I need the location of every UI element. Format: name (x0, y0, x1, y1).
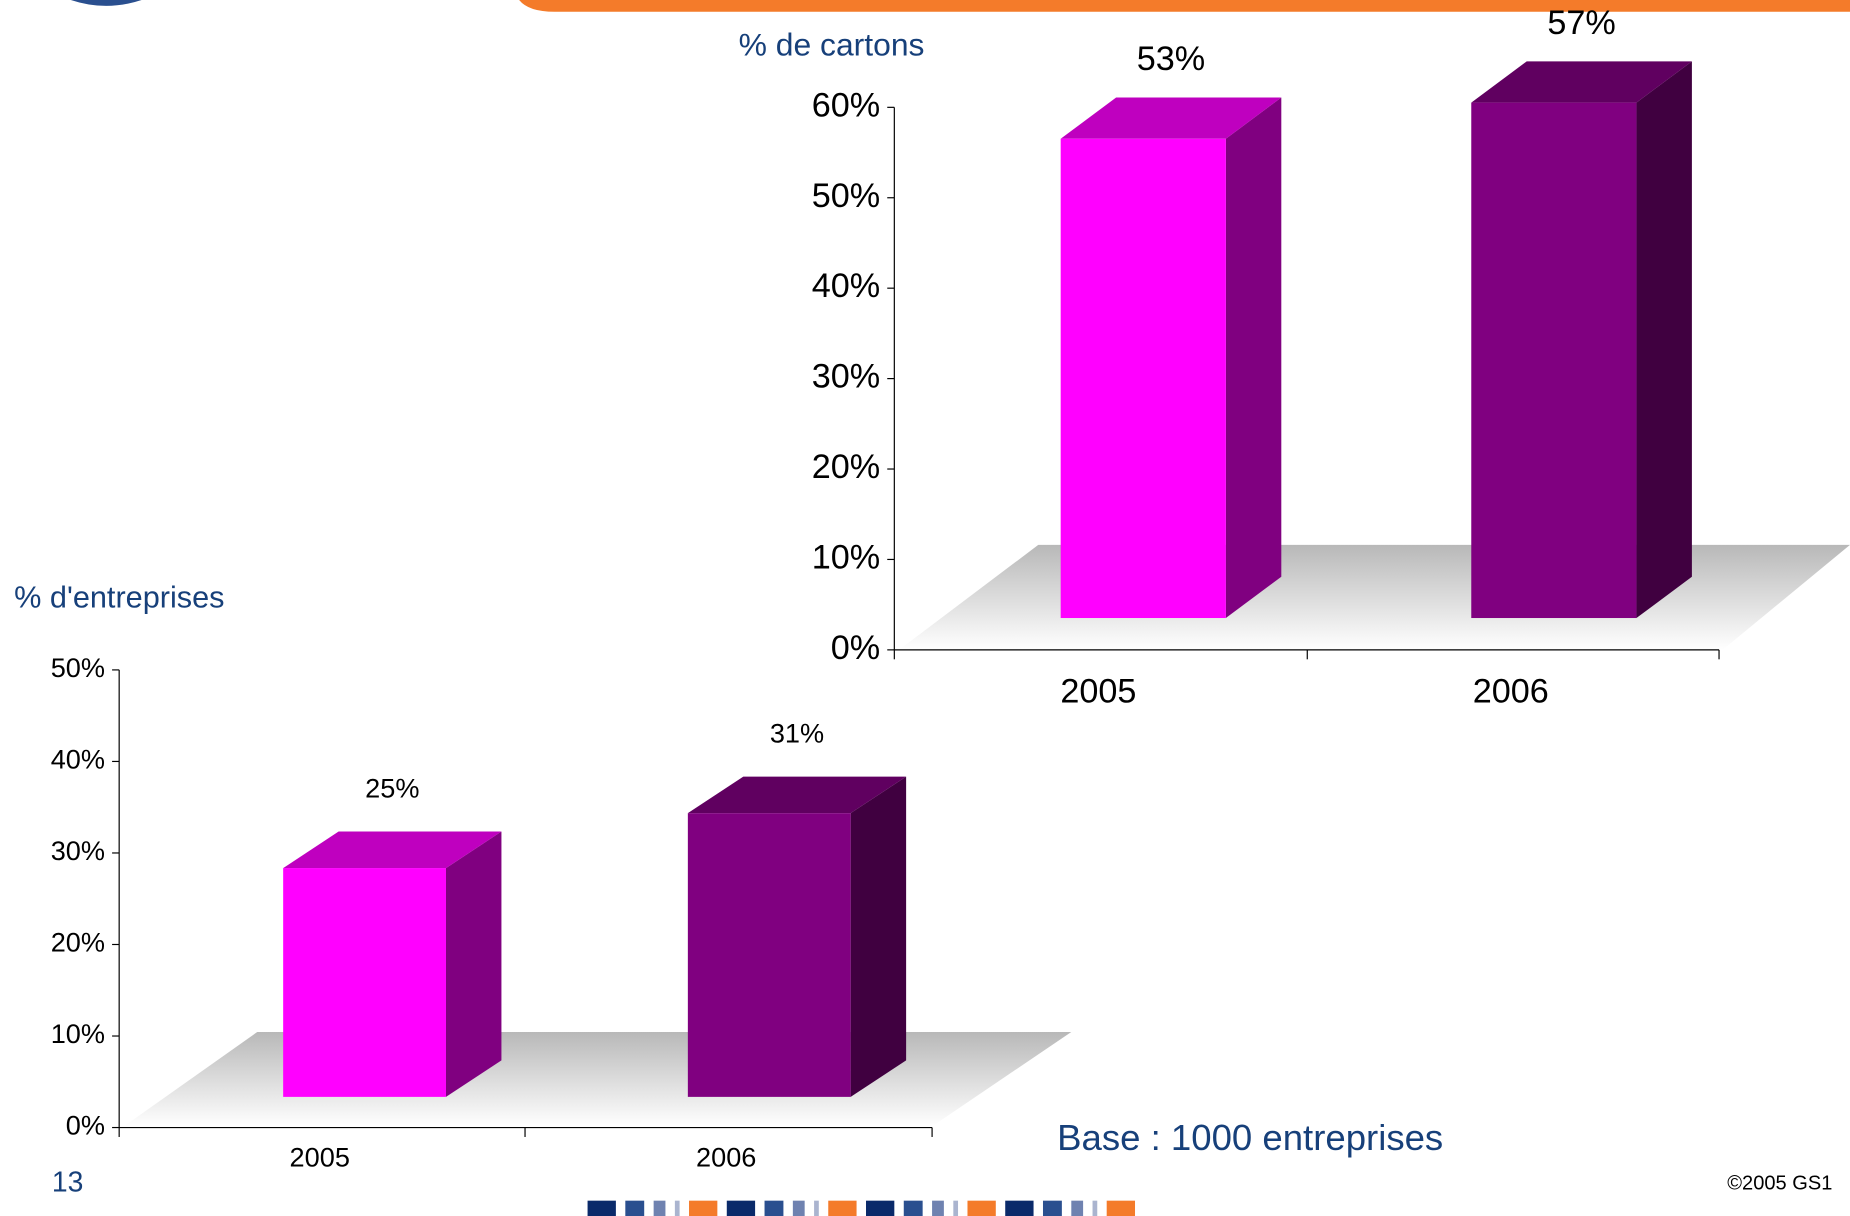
y-tick-label: 10% (812, 538, 880, 576)
y-tick-label: 50% (51, 652, 105, 683)
y-tick-label: 60% (812, 86, 880, 124)
bar-side (850, 776, 907, 1097)
note: Base : 1000 entreprises (1057, 1117, 1443, 1158)
decor-square (1042, 1200, 1062, 1216)
bar (687, 813, 851, 1097)
decor-square (828, 1200, 857, 1216)
y-tick-label: 10% (51, 1018, 105, 1049)
decor-square (653, 1200, 666, 1216)
bar-top (687, 776, 907, 814)
decor-square (625, 1200, 645, 1216)
decor-square (674, 1200, 680, 1216)
y-tick-label: 0% (66, 1110, 105, 1141)
footer-decoration (587, 1200, 1136, 1216)
copyright: ©2005 GS1 (1727, 1172, 1832, 1194)
y-tick-label: 20% (812, 448, 880, 486)
y-axis-title: % d'entreprises (14, 580, 224, 614)
decor-square (587, 1200, 616, 1216)
bar-top (1060, 97, 1282, 139)
x-tick-label: 2005 (290, 1142, 350, 1173)
decor-square (814, 1200, 819, 1216)
decor-square (689, 1200, 718, 1216)
y-tick-label: 20% (51, 927, 105, 958)
bar-side (1225, 97, 1282, 619)
y-tick-label: 30% (51, 835, 105, 866)
decor-square (792, 1200, 805, 1216)
header-banner (519, 0, 1850, 12)
decor-square (866, 1200, 895, 1216)
x-tick-label: 2005 (1060, 673, 1136, 711)
bar (1060, 138, 1226, 619)
decor-square (903, 1200, 923, 1216)
floor (899, 544, 1850, 650)
page-number: 13 (52, 1166, 83, 1198)
bar-top (1471, 61, 1692, 103)
bar (283, 868, 446, 1097)
bar-side (445, 831, 502, 1097)
decor-square (1071, 1200, 1084, 1216)
y-tick-label: 40% (812, 267, 880, 305)
value-label: 57% (1547, 4, 1615, 42)
decor-square (1092, 1200, 1098, 1216)
x-tick-label: 2006 (1473, 673, 1549, 711)
y-tick-label: 40% (51, 744, 105, 775)
decor-square (726, 1200, 756, 1216)
y-tick-label: 30% (812, 358, 880, 396)
decor-square (764, 1200, 784, 1216)
decor-square (967, 1200, 996, 1216)
floor (123, 1032, 1072, 1127)
decor-square (932, 1200, 944, 1216)
y-axis-title: % de cartons (739, 27, 925, 63)
decor-square (1106, 1200, 1136, 1216)
x-tick-label: 2006 (696, 1142, 756, 1173)
decor-square (1005, 1200, 1034, 1216)
value-label: 53% (1137, 40, 1205, 78)
y-tick-label: 50% (812, 177, 880, 215)
bar (1471, 102, 1637, 619)
bar-side (1636, 61, 1692, 619)
logo-fragment (70, 0, 142, 6)
value-label: 25% (365, 772, 419, 803)
value-label: 31% (770, 717, 824, 748)
y-tick-label: 0% (831, 629, 880, 667)
decor-square (953, 1200, 959, 1216)
bar-top (283, 831, 502, 869)
